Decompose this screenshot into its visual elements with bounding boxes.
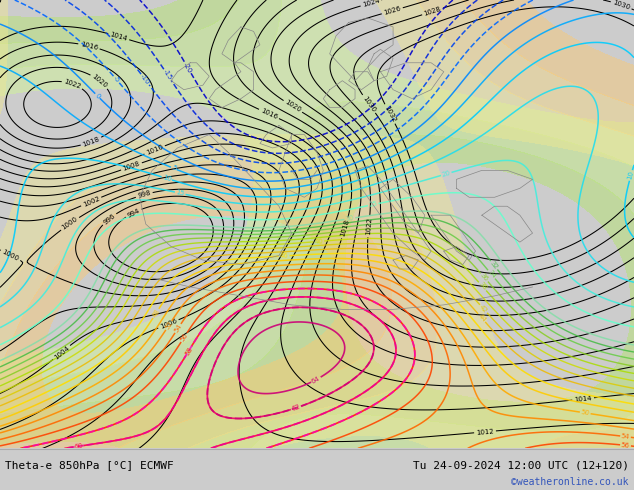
Text: 10: 10: [162, 174, 172, 183]
Text: 58: 58: [184, 345, 193, 356]
Text: 62: 62: [291, 404, 301, 412]
Text: 1014: 1014: [574, 395, 592, 403]
Text: -10: -10: [139, 73, 151, 86]
Text: 64: 64: [311, 375, 321, 385]
Text: 44: 44: [477, 313, 487, 323]
Text: -5: -5: [112, 75, 121, 84]
Text: 1020: 1020: [91, 73, 108, 89]
Text: 1022: 1022: [63, 78, 82, 90]
Text: Theta-e 850hPa [°C] ECMWF: Theta-e 850hPa [°C] ECMWF: [5, 460, 174, 470]
Text: 60: 60: [74, 442, 83, 450]
Text: 20: 20: [441, 170, 451, 178]
Text: 56: 56: [621, 442, 630, 449]
Text: 56: 56: [179, 332, 189, 343]
Text: 1018: 1018: [339, 219, 351, 238]
Text: 10: 10: [627, 171, 634, 181]
Text: 1008: 1008: [122, 161, 141, 172]
Text: 1020: 1020: [283, 99, 302, 114]
Text: 1010: 1010: [145, 144, 164, 156]
Text: 1014: 1014: [109, 31, 128, 42]
Text: 34: 34: [486, 269, 496, 280]
Text: 36: 36: [479, 272, 489, 283]
Text: 32: 32: [489, 260, 499, 270]
Text: 52: 52: [164, 320, 174, 331]
Text: 996: 996: [102, 212, 116, 225]
Text: 1002: 1002: [82, 195, 101, 208]
Text: 1000: 1000: [61, 216, 79, 231]
Text: 1030: 1030: [361, 95, 377, 113]
Text: 1026: 1026: [383, 5, 402, 16]
Text: -15: -15: [162, 69, 173, 81]
Text: 38: 38: [477, 281, 488, 292]
Text: 1028: 1028: [423, 6, 442, 17]
Text: 1016: 1016: [80, 41, 98, 51]
Text: 1012: 1012: [476, 428, 494, 436]
Text: 998: 998: [137, 190, 152, 199]
Text: 15: 15: [175, 189, 185, 197]
Text: Tu 24-09-2024 12:00 UTC (12+120): Tu 24-09-2024 12:00 UTC (12+120): [413, 460, 629, 470]
Text: 1030: 1030: [612, 0, 631, 11]
Text: 42: 42: [478, 303, 489, 314]
Text: 48: 48: [151, 308, 161, 319]
Text: -20: -20: [182, 61, 193, 74]
Text: 46: 46: [280, 253, 288, 259]
Text: 1018: 1018: [82, 136, 101, 148]
Text: 5: 5: [171, 165, 177, 172]
Text: 54: 54: [173, 323, 183, 334]
Text: 994: 994: [126, 207, 141, 219]
Text: 1022: 1022: [365, 218, 373, 236]
Text: 1004: 1004: [53, 344, 70, 360]
Text: ©weatheronline.co.uk: ©weatheronline.co.uk: [512, 477, 629, 487]
Text: 54: 54: [621, 433, 630, 440]
Text: 1006: 1006: [159, 318, 178, 330]
Text: 50: 50: [580, 409, 590, 416]
Text: 30: 30: [345, 215, 355, 222]
Text: 1016: 1016: [259, 107, 278, 121]
Text: 40: 40: [314, 238, 323, 245]
Text: 0: 0: [94, 92, 101, 99]
Text: 1032: 1032: [383, 105, 397, 123]
Text: 1000: 1000: [1, 248, 20, 262]
Text: 1024: 1024: [362, 0, 380, 8]
Text: 25: 25: [368, 201, 378, 208]
